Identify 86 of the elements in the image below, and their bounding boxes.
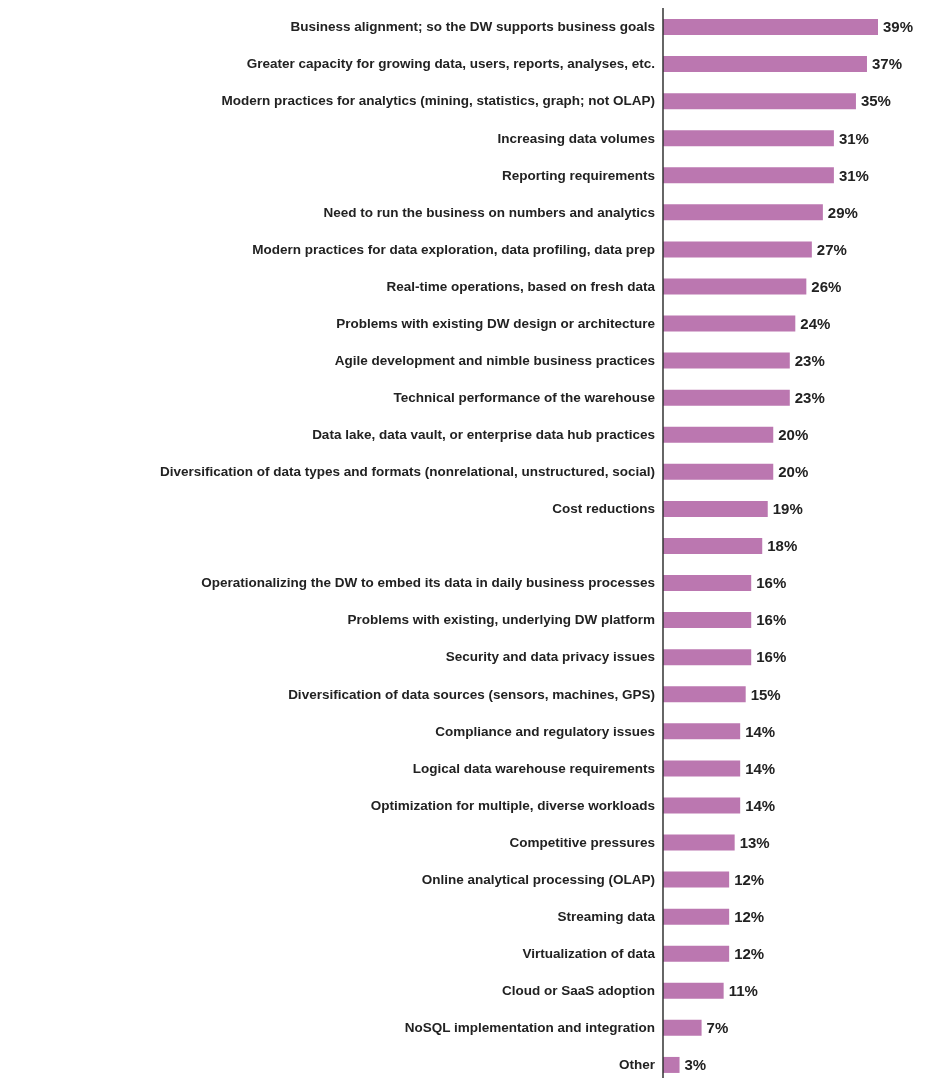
bar xyxy=(663,241,812,258)
y-tick-label: Modern practices for data exploration, data profiling, data prep xyxy=(252,241,655,257)
bar xyxy=(663,278,807,295)
y-tick-label: Reporting requirements xyxy=(501,167,655,183)
y-tick-label: Diversification of data types and formats (nonrelational, unstructured, social) xyxy=(159,464,655,480)
bar xyxy=(663,871,730,888)
y-tick-label: Diversification of data sources (sensors, machines, GPS) xyxy=(288,686,655,702)
data-label: 39% xyxy=(883,18,914,36)
data-label: 16% xyxy=(756,648,787,666)
data-label: 16% xyxy=(756,574,787,592)
y-tick-label: Problems with existing DW design or architecture xyxy=(336,315,656,331)
data-label: 7% xyxy=(706,1019,729,1037)
data-label: 23% xyxy=(794,389,825,407)
bar xyxy=(663,93,856,110)
data-label: 15% xyxy=(750,685,781,703)
data-label: 14% xyxy=(745,796,776,814)
bar xyxy=(663,352,790,369)
y-tick-label: Real-time operations, based on fresh data xyxy=(386,278,656,294)
bar xyxy=(663,1019,702,1036)
bar xyxy=(663,575,752,592)
data-label: 27% xyxy=(816,240,847,258)
y-tick-label: Logical data warehouse requirements xyxy=(412,760,655,776)
data-label: 29% xyxy=(827,203,858,221)
data-label: 14% xyxy=(745,722,776,740)
y-tick-label: Optimization for multiple, diverse workloads xyxy=(370,797,655,813)
data-label: 20% xyxy=(778,426,809,444)
data-label: 31% xyxy=(838,166,869,184)
y-tick-label: Data lake, data vault, or enterprise data hub practices xyxy=(312,427,655,443)
bar xyxy=(663,834,735,851)
y-tick-label: Other xyxy=(618,1057,656,1073)
bar xyxy=(663,537,763,554)
y-tick-label: Need to run the business on numbers and analytics xyxy=(323,204,655,220)
y-tick-label: Cost reductions xyxy=(552,501,655,517)
bar xyxy=(663,760,741,777)
y-tick-label: Cloud or SaaS adoption xyxy=(501,983,655,999)
bar xyxy=(663,389,790,406)
bar xyxy=(663,130,834,147)
y-tick-label: Operationalizing the DW to embed its data in daily business processes xyxy=(201,575,655,591)
data-label: 20% xyxy=(778,463,809,481)
data-label: 16% xyxy=(756,611,787,629)
y-tick-label: Virtualization of data xyxy=(522,946,656,962)
bar xyxy=(663,167,834,184)
data-label: 37% xyxy=(871,55,903,73)
data-label: 26% xyxy=(811,277,842,295)
y-tick-label: Business alignment; so the DW supports business goals xyxy=(290,19,655,35)
y-tick-label: Online analytical processing (OLAP) xyxy=(421,871,655,887)
bar xyxy=(663,1056,680,1073)
data-label: 18% xyxy=(767,537,798,555)
y-tick-label: Competitive pressures xyxy=(509,834,655,850)
bar xyxy=(663,426,774,443)
y-tick-label: Technical performance of the warehouse xyxy=(393,390,656,406)
data-label: 3% xyxy=(684,1056,707,1074)
bar xyxy=(663,797,741,814)
data-label: 19% xyxy=(772,500,803,518)
y-tick-label: Increasing data volumes xyxy=(497,130,655,146)
bar xyxy=(663,500,768,517)
bar xyxy=(663,649,752,666)
data-label: 35% xyxy=(860,92,891,110)
y-tick-label: Streaming data xyxy=(557,908,656,924)
data-label: 23% xyxy=(794,351,825,369)
y-tick-label: Compliance and regulatory issues xyxy=(435,723,655,739)
y-tick-label: Agile development and nimble business practices xyxy=(334,352,655,368)
bar xyxy=(663,204,823,221)
bar xyxy=(663,19,878,35)
y-tick-label: Problems with existing, underlying DW platform xyxy=(347,612,655,628)
data-label: 31% xyxy=(838,129,869,147)
bar xyxy=(663,686,746,703)
bar xyxy=(663,945,730,962)
data-label: 12% xyxy=(734,870,765,888)
bar xyxy=(663,612,752,629)
bar xyxy=(663,908,730,925)
y-tick-label: NoSQL implementation and integration xyxy=(404,1020,655,1036)
y-tick-label: Modern practices for analytics (mining, statistics, graph; not OLAP) xyxy=(221,93,655,109)
bar xyxy=(663,982,724,999)
y-tick-label: Security and data privacy issues xyxy=(445,649,655,665)
bar xyxy=(663,315,796,332)
data-label: 11% xyxy=(728,982,758,1000)
y-tick-label: Greater capacity for growing data, users, reports, analyses, etc. xyxy=(246,56,655,72)
data-label: 24% xyxy=(800,314,831,332)
data-label: 12% xyxy=(734,945,765,963)
data-label: 14% xyxy=(745,759,776,777)
bar xyxy=(663,463,774,480)
bar xyxy=(663,723,741,740)
bar xyxy=(663,56,867,73)
data-label: 13% xyxy=(739,833,770,851)
data-label: 12% xyxy=(734,907,765,925)
